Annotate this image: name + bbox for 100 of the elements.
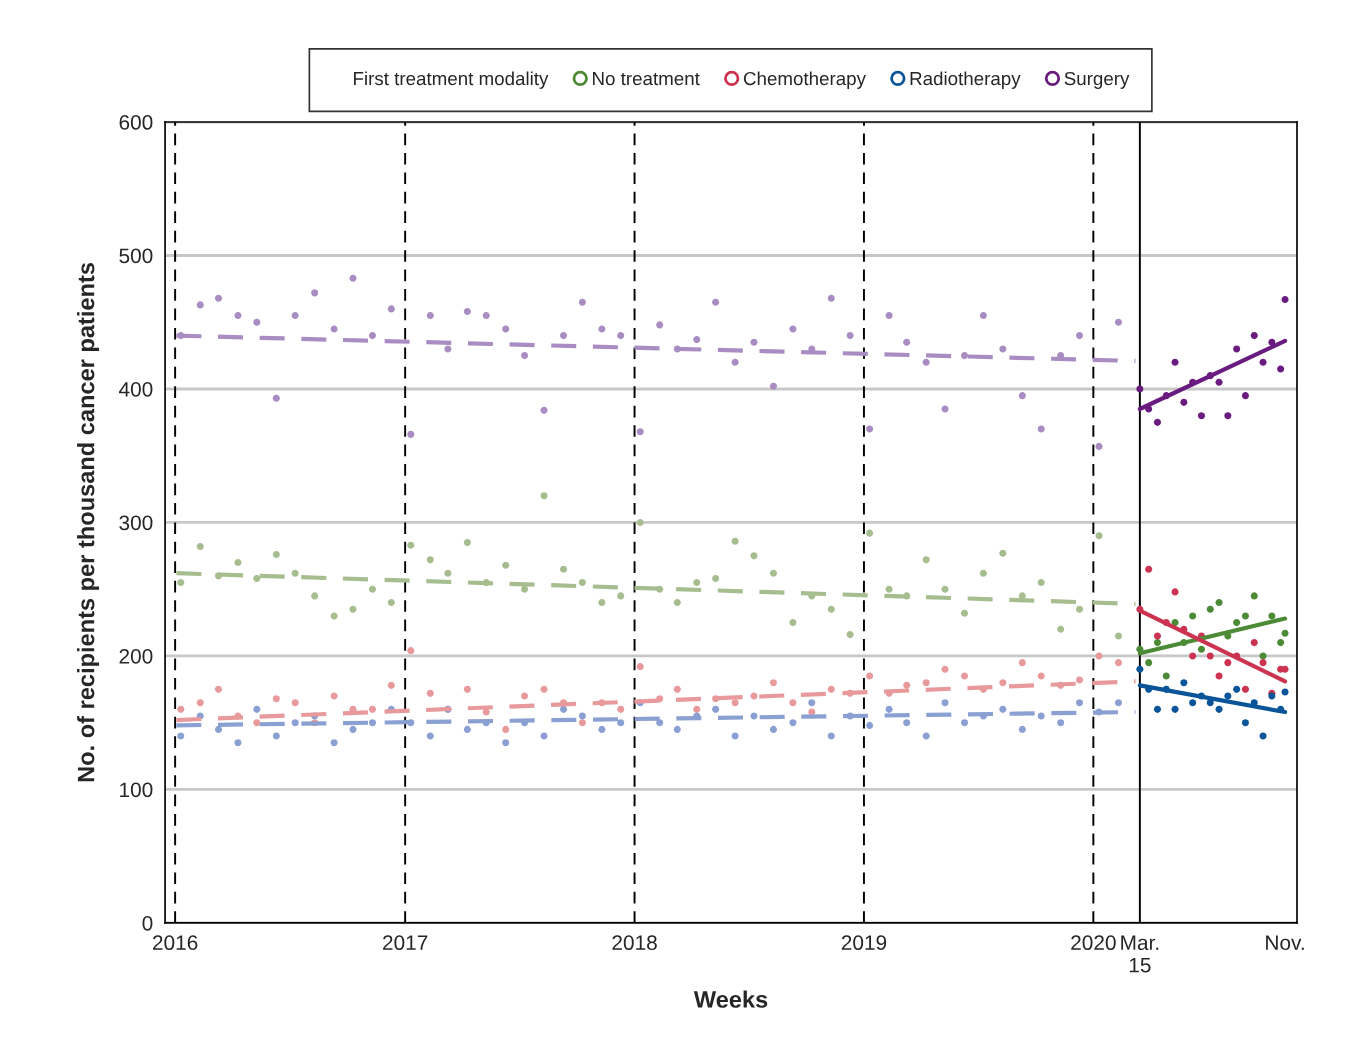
point	[903, 719, 911, 727]
point	[311, 289, 319, 297]
point	[482, 312, 490, 320]
point	[1277, 365, 1285, 373]
x-axis-title: Weeks	[693, 990, 768, 1008]
x-tick-label: 2016	[153, 935, 198, 951]
point	[1281, 296, 1289, 304]
point	[636, 663, 644, 671]
point	[789, 325, 797, 333]
point	[827, 685, 835, 693]
point	[1153, 418, 1161, 426]
point	[769, 382, 777, 390]
x-tick-label: 2020	[1071, 935, 1116, 951]
point	[1018, 725, 1026, 733]
point	[673, 599, 681, 607]
point	[1233, 345, 1241, 353]
point	[426, 312, 434, 320]
point	[1145, 659, 1153, 667]
point	[617, 592, 625, 600]
point	[234, 558, 242, 567]
legend-label: Surgery	[1064, 71, 1130, 89]
point	[866, 672, 874, 680]
point	[407, 430, 415, 438]
point	[598, 325, 606, 333]
point	[617, 719, 625, 727]
point	[330, 325, 338, 333]
point	[1153, 632, 1161, 640]
point	[960, 719, 969, 727]
point	[444, 569, 452, 577]
point	[979, 312, 987, 320]
y-tick-label: 500	[119, 248, 153, 264]
point	[827, 732, 835, 740]
legend-label: No treatment	[593, 72, 700, 86]
point	[979, 569, 987, 577]
point	[769, 679, 777, 687]
point	[598, 725, 606, 733]
point	[387, 305, 395, 313]
point	[330, 692, 338, 700]
point	[559, 705, 568, 713]
point	[769, 569, 777, 577]
point	[731, 537, 739, 545]
point	[1057, 719, 1065, 727]
point	[349, 725, 357, 733]
point	[1180, 679, 1188, 687]
point	[673, 685, 681, 693]
point	[1114, 659, 1123, 667]
point	[1037, 579, 1045, 587]
point	[866, 425, 874, 433]
point	[463, 308, 471, 316]
point	[1259, 358, 1267, 366]
point	[387, 599, 395, 607]
point	[368, 332, 377, 340]
point	[693, 705, 701, 713]
point	[1145, 565, 1153, 573]
point	[960, 672, 969, 680]
point	[941, 665, 949, 673]
point	[636, 428, 644, 436]
point	[1224, 692, 1232, 700]
point	[789, 699, 797, 707]
y-axis-title: No. of recipients per thousand cancer patients	[77, 262, 100, 782]
point	[1180, 398, 1188, 406]
point	[789, 619, 797, 627]
point	[866, 721, 874, 729]
point	[712, 695, 720, 703]
point	[885, 585, 893, 593]
point	[349, 605, 357, 613]
point	[960, 609, 969, 617]
point	[502, 561, 510, 569]
point	[1281, 629, 1289, 637]
legend-title: First treatment modality	[354, 71, 549, 89]
point	[463, 725, 471, 733]
point	[999, 679, 1007, 687]
x-tick-label: 2017	[383, 935, 428, 951]
point	[196, 542, 204, 551]
point	[1215, 599, 1223, 607]
point	[1153, 639, 1161, 647]
x-tick-label: 2018	[612, 935, 657, 951]
point	[214, 725, 223, 733]
point	[1153, 705, 1161, 713]
point	[1206, 652, 1214, 660]
point	[1241, 612, 1249, 620]
y-tick-label: 400	[118, 381, 153, 397]
point	[1075, 699, 1084, 707]
point	[196, 301, 204, 309]
point	[311, 592, 319, 600]
point	[693, 336, 701, 344]
y-tick-label: 0	[142, 915, 153, 931]
point	[426, 689, 434, 697]
point	[999, 705, 1007, 713]
point	[769, 725, 777, 733]
point	[712, 705, 720, 713]
point	[426, 556, 434, 564]
point	[866, 529, 874, 537]
point	[1268, 612, 1276, 620]
point	[214, 685, 223, 693]
point	[1215, 705, 1223, 713]
point	[750, 552, 758, 560]
point	[1250, 592, 1258, 600]
point	[1037, 425, 1045, 433]
point	[330, 612, 338, 620]
